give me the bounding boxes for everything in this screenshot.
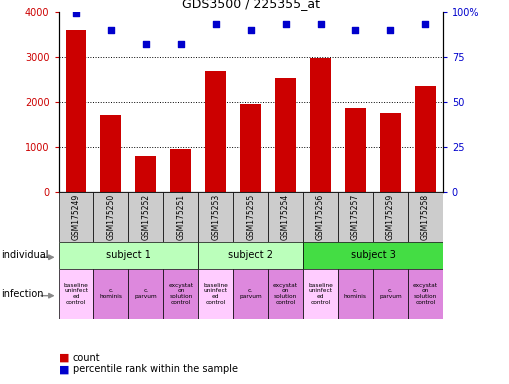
Bar: [94, 269, 128, 319]
Bar: [338, 192, 373, 242]
Bar: [233, 192, 268, 242]
Bar: [100, 115, 122, 192]
Bar: [94, 192, 128, 242]
Bar: [275, 78, 296, 192]
Bar: [128, 269, 163, 319]
Text: ■: ■: [59, 353, 69, 363]
Bar: [303, 242, 443, 269]
Text: excystat
on
solution
control: excystat on solution control: [413, 283, 438, 305]
Bar: [415, 86, 436, 192]
Text: GSM175256: GSM175256: [316, 194, 325, 240]
Bar: [163, 269, 199, 319]
Bar: [199, 269, 233, 319]
Bar: [303, 192, 338, 242]
Bar: [310, 58, 331, 192]
Text: GSM175249: GSM175249: [71, 194, 80, 240]
Bar: [338, 269, 373, 319]
Bar: [199, 192, 233, 242]
Text: c.
hominis: c. hominis: [99, 288, 123, 299]
Bar: [205, 71, 226, 192]
Text: GSM175259: GSM175259: [386, 194, 395, 240]
Text: excystat
on
solution
control: excystat on solution control: [168, 283, 193, 305]
Text: GSM175254: GSM175254: [281, 194, 290, 240]
Bar: [66, 30, 87, 192]
Point: [421, 21, 430, 27]
Point: [107, 26, 115, 33]
Bar: [163, 192, 199, 242]
Point: [281, 21, 290, 27]
Bar: [59, 269, 94, 319]
Bar: [268, 192, 303, 242]
Point: [246, 26, 254, 33]
Text: individual: individual: [1, 250, 48, 260]
Text: c.
parvum: c. parvum: [239, 288, 262, 299]
Bar: [373, 192, 408, 242]
Text: subject 1: subject 1: [106, 250, 151, 260]
Text: GSM175252: GSM175252: [142, 194, 150, 240]
Text: GSM175253: GSM175253: [211, 194, 220, 240]
Text: count: count: [73, 353, 100, 363]
Bar: [240, 104, 261, 192]
Text: GSM175250: GSM175250: [106, 194, 116, 240]
Text: GSM175258: GSM175258: [421, 194, 430, 240]
Text: infection: infection: [1, 289, 43, 299]
Point: [386, 26, 394, 33]
Bar: [345, 108, 366, 192]
Text: c.
parvum: c. parvum: [379, 288, 402, 299]
Text: excystat
on
solution
control: excystat on solution control: [273, 283, 298, 305]
Bar: [128, 192, 163, 242]
Point: [142, 41, 150, 47]
Text: baseline
uninfect
ed
control: baseline uninfect ed control: [203, 283, 228, 305]
Text: GSM175251: GSM175251: [176, 194, 185, 240]
Bar: [373, 269, 408, 319]
Text: GSM175255: GSM175255: [246, 194, 255, 240]
Bar: [171, 149, 191, 192]
Text: baseline
uninfect
ed
control: baseline uninfect ed control: [308, 283, 333, 305]
Point: [72, 10, 80, 17]
Point: [351, 26, 359, 33]
Bar: [268, 269, 303, 319]
Text: subject 2: subject 2: [228, 250, 273, 260]
Bar: [408, 192, 443, 242]
Text: c.
hominis: c. hominis: [344, 288, 367, 299]
Text: c.
parvum: c. parvum: [134, 288, 157, 299]
Point: [317, 21, 325, 27]
Text: GSM175257: GSM175257: [351, 194, 360, 240]
Title: GDS3500 / 225355_at: GDS3500 / 225355_at: [182, 0, 320, 10]
Text: percentile rank within the sample: percentile rank within the sample: [73, 364, 238, 374]
Bar: [59, 242, 199, 269]
Bar: [408, 269, 443, 319]
Bar: [380, 113, 401, 192]
Bar: [303, 269, 338, 319]
Bar: [59, 192, 94, 242]
Text: baseline
uninfect
ed
control: baseline uninfect ed control: [64, 283, 89, 305]
Bar: [199, 242, 303, 269]
Text: subject 3: subject 3: [351, 250, 395, 260]
Point: [177, 41, 185, 47]
Bar: [135, 156, 156, 192]
Point: [212, 21, 220, 27]
Text: ■: ■: [59, 364, 69, 374]
Bar: [233, 269, 268, 319]
